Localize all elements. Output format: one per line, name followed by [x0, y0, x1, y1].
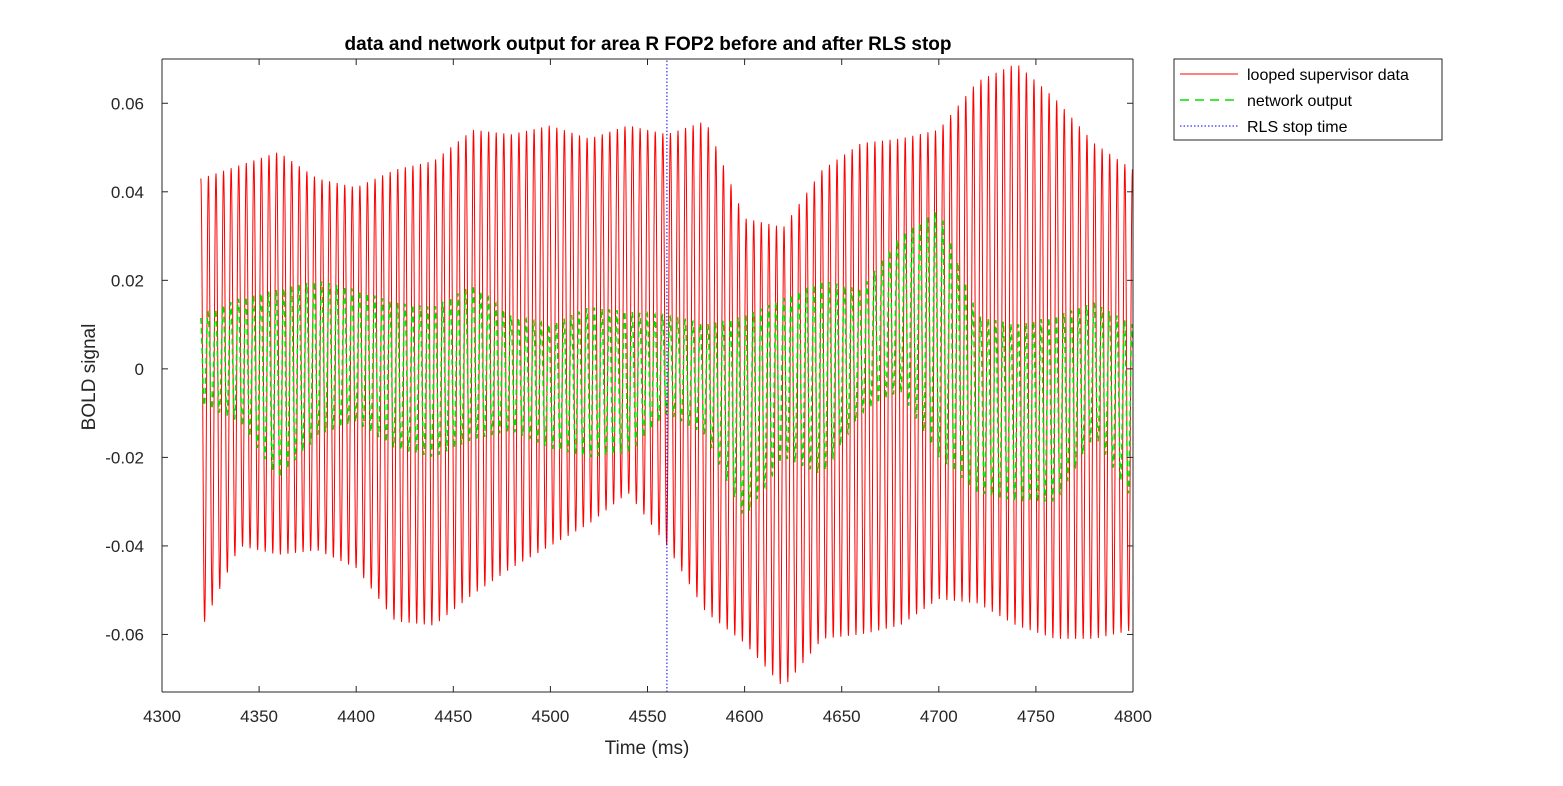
x-tick-label: 4350	[240, 707, 278, 726]
series-layer	[200, 59, 1133, 692]
y-tick-label: -0.02	[105, 448, 144, 467]
legend-label-rls-stop-time: RLS stop time	[1247, 119, 1348, 136]
y-axis-label: BOLD signal	[79, 324, 100, 431]
y-tick-label: 0.06	[111, 94, 144, 113]
y-tick-label: 0	[135, 360, 144, 379]
series-line-looped-supervisor-data	[200, 65, 1133, 684]
series-line-network-output	[200, 212, 1133, 514]
legend-label-looped-supervisor-data: looped supervisor data	[1247, 67, 1409, 84]
axes: 4300 4350 4400 4450 4500 4550 4600 4650 4700 4750…	[105, 58, 1152, 726]
x-tick-label: 4550	[629, 707, 667, 726]
legend: looped supervisor data network output RL…	[1173, 58, 1443, 141]
y-axis: -0.06 -0.04 -0.02 0 0.02 0.04 0.06	[105, 59, 1134, 692]
legend-label-network-output: network output	[1247, 93, 1353, 110]
x-axis-label: Time (ms)	[605, 738, 690, 759]
y-tick-label: -0.06	[105, 625, 144, 644]
x-tick-label: 4400	[337, 707, 375, 726]
x-tick-label: 4800	[1114, 707, 1152, 726]
x-tick-label: 4300	[143, 707, 181, 726]
y-tick-label: 0.02	[111, 271, 144, 290]
x-tick-label: 4650	[823, 707, 861, 726]
chart-title: data and network output for area R FOP2 …	[344, 34, 951, 55]
x-tick-label: 4750	[1017, 707, 1055, 726]
x-axis: 4300 4350 4400 4450 4500 4550 4600 4650 4700 4750…	[143, 58, 1152, 726]
plot-area	[200, 59, 1133, 692]
x-tick-label: 4500	[531, 707, 569, 726]
y-tick-label: 0.04	[111, 183, 144, 202]
y-tick-label: -0.04	[105, 537, 144, 556]
x-tick-label: 4700	[920, 707, 958, 726]
x-tick-label: 4450	[434, 707, 472, 726]
x-tick-label: 4600	[726, 707, 764, 726]
